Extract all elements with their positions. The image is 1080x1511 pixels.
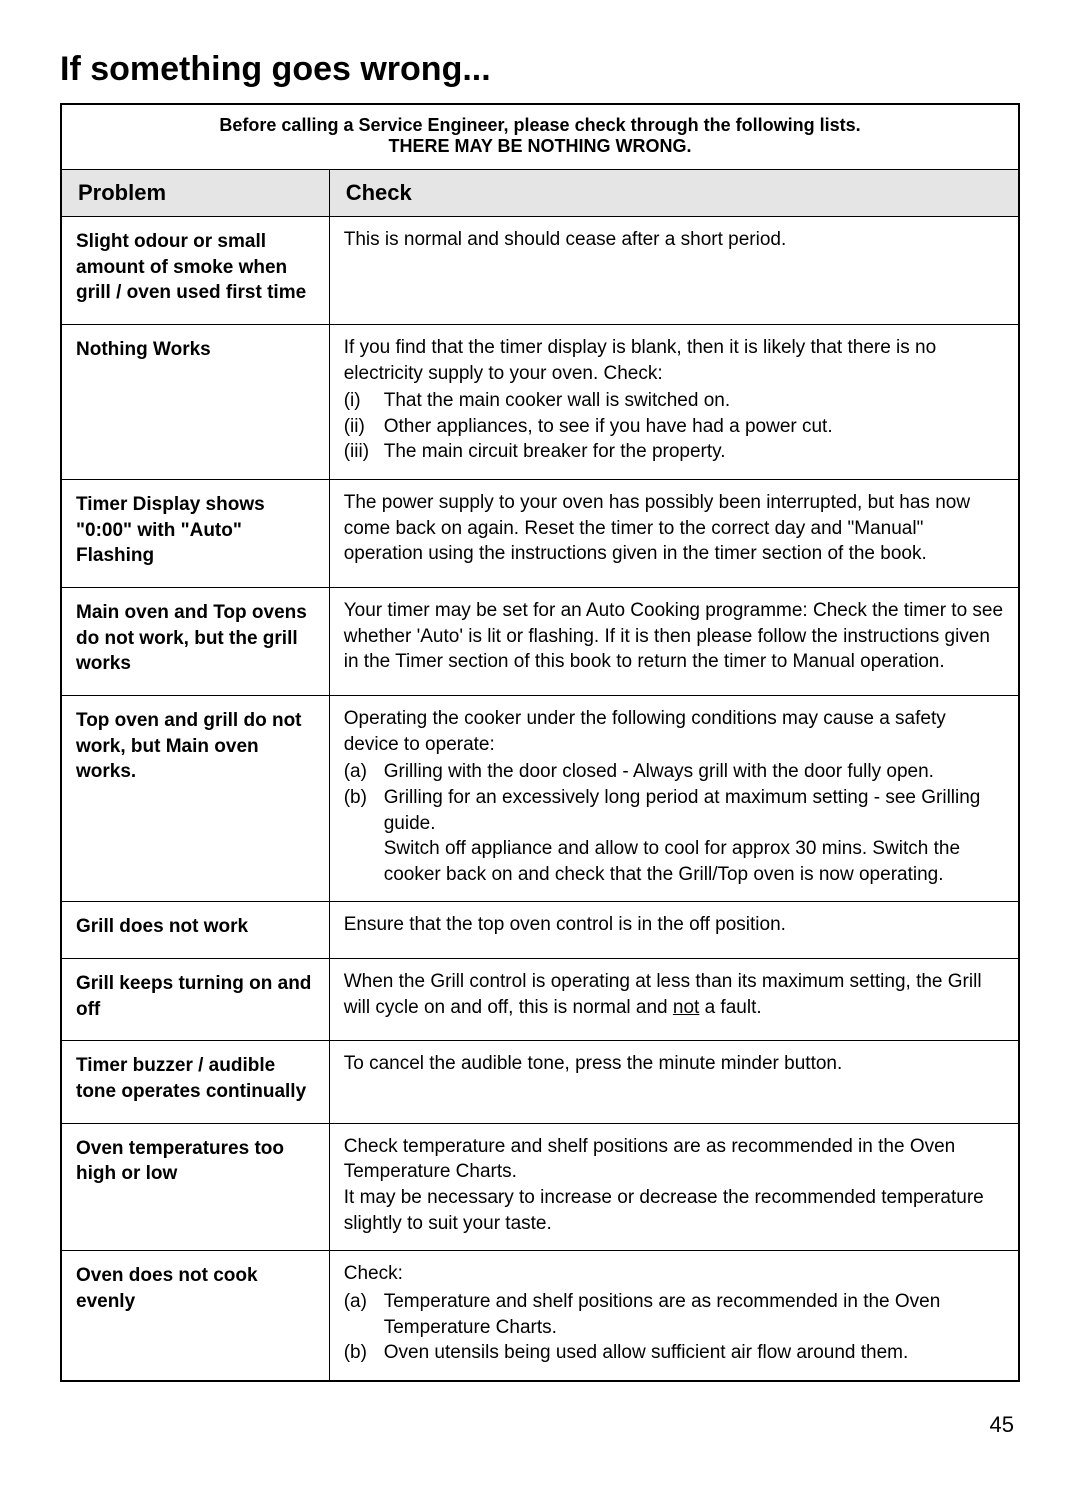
check-cell: When the Grill control is operating at l… — [329, 959, 1019, 1041]
list-marker: (i) — [344, 388, 384, 414]
list-item: (b)Oven utensils being used allow suffic… — [344, 1340, 1004, 1366]
header-row: Problem Check — [61, 170, 1019, 217]
problem-cell: Top oven and grill do not work, but Main… — [61, 695, 329, 901]
check-intro: Operating the cooker under the following… — [344, 706, 1004, 757]
list-text: That the main cooker wall is switched on… — [384, 388, 730, 414]
table-row: Grill does not work Ensure that the top o… — [61, 902, 1019, 959]
check-text: This is normal and should cease after a … — [344, 227, 1004, 253]
problem-cell: Timer buzzer / audible tone operates con… — [61, 1041, 329, 1123]
check-cell: The power supply to your oven has possib… — [329, 480, 1019, 588]
problem-cell: Oven temperatures too high or low — [61, 1123, 329, 1251]
list-text: Oven utensils being used allow sufficien… — [384, 1340, 909, 1366]
problem-cell: Slight odour or small amount of smoke wh… — [61, 217, 329, 325]
list-text: Other appliances, to see if you have had… — [384, 414, 833, 440]
list-marker: (a) — [344, 759, 384, 785]
check-cell: Check:(a)Temperature and shelf positions… — [329, 1251, 1019, 1381]
troubleshooting-table: Before calling a Service Engineer, pleas… — [60, 103, 1020, 1382]
list-text: Grilling for an excessively long period … — [384, 785, 1004, 888]
list-marker: (ii) — [344, 414, 384, 440]
check-cell: Ensure that the top oven control is in t… — [329, 902, 1019, 959]
check-cell: This is normal and should cease after a … — [329, 217, 1019, 325]
list-item: (ii)Other appliances, to see if you have… — [344, 414, 1004, 440]
check-text: Ensure that the top oven control is in t… — [344, 912, 1004, 938]
list-marker: (a) — [344, 1289, 384, 1315]
problem-cell: Main oven and Top ovens do not work, but… — [61, 588, 329, 696]
list-marker: (b) — [344, 785, 384, 811]
check-text: To cancel the audible tone, press the mi… — [344, 1051, 1004, 1077]
list-marker: (iii) — [344, 439, 384, 465]
page-title: If something goes wrong... — [60, 50, 1020, 89]
table-row: Main oven and Top ovens do not work, but… — [61, 588, 1019, 696]
check-intro: If you find that the timer display is bl… — [344, 335, 1004, 386]
list-item: (a)Grilling with the door closed - Alway… — [344, 759, 1004, 785]
problem-cell: Nothing Works — [61, 324, 329, 479]
check-text: Your timer may be set for an Auto Cookin… — [344, 598, 1004, 675]
list-item: (iii)The main circuit breaker for the pr… — [344, 439, 1004, 465]
check-cell: To cancel the audible tone, press the mi… — [329, 1041, 1019, 1123]
check-text: When the Grill control is operating at l… — [344, 969, 1004, 1020]
table-row: Timer Display shows "0:00" with "Auto" F… — [61, 480, 1019, 588]
check-text: Check temperature and shelf positions ar… — [344, 1134, 1004, 1237]
table-row: Oven temperatures too high or lowCheck t… — [61, 1123, 1019, 1251]
table-row: Grill keeps turning on and off When the G… — [61, 959, 1019, 1041]
list-text: Temperature and shelf positions are as r… — [384, 1289, 1004, 1340]
table-row: Nothing Works If you find that the timer … — [61, 324, 1019, 479]
table-row: Oven does not cook evenlyCheck:(a)Temper… — [61, 1251, 1019, 1381]
problem-cell: Oven does not cook evenly — [61, 1251, 329, 1381]
list-item: (i)That the main cooker wall is switched… — [344, 388, 1004, 414]
list-text: The main circuit breaker for the propert… — [384, 439, 726, 465]
problem-cell: Grill keeps turning on and off — [61, 959, 329, 1041]
table-row: Timer buzzer / audible tone operates con… — [61, 1041, 1019, 1123]
check-list: (a)Temperature and shelf positions are a… — [344, 1289, 1004, 1366]
check-list: (a)Grilling with the door closed - Alway… — [344, 759, 1004, 887]
check-intro: Check: — [344, 1261, 1004, 1287]
banner-line-1: Before calling a Service Engineer, pleas… — [74, 115, 1006, 136]
table-row: Top oven and grill do not work, but Main… — [61, 695, 1019, 901]
check-cell: Check temperature and shelf positions ar… — [329, 1123, 1019, 1251]
banner-row: Before calling a Service Engineer, pleas… — [61, 104, 1019, 170]
check-cell: Your timer may be set for an Auto Cookin… — [329, 588, 1019, 696]
header-check: Check — [329, 170, 1019, 217]
table-row: Slight odour or small amount of smoke wh… — [61, 217, 1019, 325]
check-list: (i)That the main cooker wall is switched… — [344, 388, 1004, 465]
list-text: Grilling with the door closed - Always g… — [384, 759, 934, 785]
list-item: (a)Temperature and shelf positions are a… — [344, 1289, 1004, 1340]
check-text: The power supply to your oven has possib… — [344, 490, 1004, 567]
banner-line-2: THERE MAY BE NOTHING WRONG. — [74, 136, 1006, 157]
check-cell: Operating the cooker under the following… — [329, 695, 1019, 901]
check-cell: If you find that the timer display is bl… — [329, 324, 1019, 479]
list-marker: (b) — [344, 1340, 384, 1366]
header-problem: Problem — [61, 170, 329, 217]
problem-cell: Grill does not work — [61, 902, 329, 959]
problem-cell: Timer Display shows "0:00" with "Auto" F… — [61, 480, 329, 588]
page-number: 45 — [60, 1412, 1020, 1438]
list-item: (b)Grilling for an excessively long peri… — [344, 785, 1004, 888]
